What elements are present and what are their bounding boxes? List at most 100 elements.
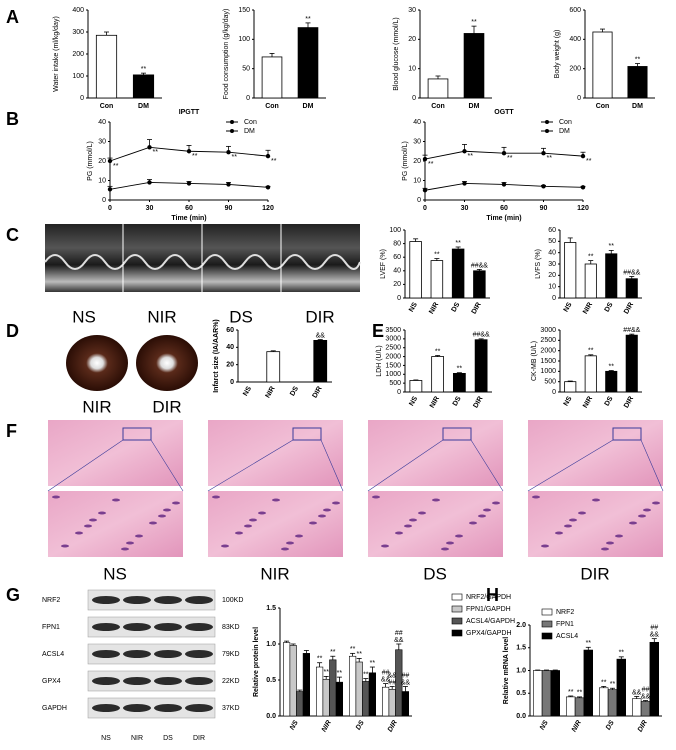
- y-tick-label: 50: [242, 66, 250, 73]
- legend-label: DM: [559, 128, 570, 135]
- nucleus: [149, 521, 157, 525]
- nucleus: [212, 495, 220, 499]
- x-tick-label: NS: [408, 395, 419, 407]
- error-bar: [610, 687, 615, 690]
- y-tick-label: 20: [548, 272, 556, 279]
- nucleus: [432, 498, 440, 502]
- panel-label: D: [6, 321, 19, 341]
- nucleus: [469, 521, 477, 525]
- nucleus: [323, 508, 331, 512]
- y-tick-label: 10: [413, 177, 421, 184]
- significance-label: &&: [381, 676, 391, 683]
- point: [265, 153, 271, 159]
- point: [147, 180, 152, 185]
- y-tick-label: 60: [393, 254, 401, 261]
- error-bar: [336, 676, 342, 683]
- y-tick-label: 0: [397, 389, 401, 396]
- nucleus: [126, 541, 134, 545]
- y-tick-label: 400: [72, 7, 84, 14]
- blot-band: [123, 677, 151, 685]
- significance-label: **: [232, 154, 238, 161]
- point: [501, 182, 507, 187]
- bar: [649, 641, 660, 717]
- x-tick-label: DIR: [637, 719, 649, 733]
- nucleus: [446, 541, 454, 545]
- protein-label: GPX4: [42, 678, 61, 685]
- protein-label: NRF2: [42, 597, 60, 604]
- blot-strip: [87, 697, 216, 719]
- significance-label: ##&&: [473, 332, 490, 339]
- point: [147, 145, 152, 150]
- significance-label: **: [305, 16, 311, 23]
- y-tick-label: 100: [238, 36, 250, 43]
- y-tick-label: 0.0: [266, 713, 276, 720]
- error-bar: [402, 686, 408, 692]
- point: [462, 181, 467, 186]
- blot-band: [123, 704, 151, 712]
- significance-label: **: [317, 656, 323, 663]
- error-bar: [297, 689, 303, 692]
- y-tick-label: 100: [389, 227, 401, 234]
- y-tick-label: 40: [413, 119, 421, 126]
- nucleus: [615, 534, 623, 538]
- significance-label: ##: [402, 672, 410, 679]
- significance-label: ##&&: [623, 269, 640, 276]
- error-bar: [568, 695, 574, 697]
- error-bar: [478, 338, 484, 340]
- x-tick-label: 30: [461, 205, 469, 212]
- nucleus: [61, 544, 69, 548]
- panel-label: H: [486, 585, 499, 605]
- y-tick-label: 1000: [385, 371, 401, 378]
- nucleus: [286, 541, 294, 545]
- nucleus: [249, 518, 257, 522]
- y-tick-label: 30: [548, 261, 556, 268]
- y-tick-label: 40: [393, 268, 401, 275]
- zoom-line: [367, 439, 444, 492]
- error-bar: [350, 652, 356, 657]
- x-tick-label: DIR: [472, 395, 484, 409]
- y-tick-label: 20: [393, 281, 401, 288]
- chart-title: OGTT: [494, 109, 514, 116]
- significance-label: **: [153, 149, 159, 156]
- bar: [564, 381, 577, 393]
- error-bar: [434, 258, 440, 261]
- x-axis-label: Time (min): [486, 215, 521, 222]
- significance-label: &&: [394, 637, 404, 644]
- y-tick-label: 40: [226, 344, 234, 351]
- histology-zoom: [528, 491, 663, 557]
- bar: [381, 686, 390, 717]
- x-tick-label: 90: [225, 205, 233, 212]
- legend-swatch: [451, 593, 463, 601]
- blot-band: [185, 677, 213, 685]
- y-tick-label: 3500: [385, 327, 401, 334]
- y-tick-label: 600: [569, 7, 581, 14]
- error-bar: [104, 31, 109, 36]
- bar: [427, 78, 449, 99]
- bar: [598, 687, 609, 717]
- nucleus: [478, 514, 486, 518]
- y-axis-label: Infarct size (IA/AAR%): [213, 319, 220, 393]
- nucleus: [601, 547, 609, 551]
- histology-images: NS NIR DS DIR: [47, 420, 664, 583]
- point: [501, 151, 507, 156]
- error-bar: [413, 238, 419, 242]
- lane-label: DIR: [193, 735, 205, 742]
- bar: [451, 248, 465, 299]
- x-tick-label: DIR: [387, 719, 399, 733]
- y-tick-label: 20: [226, 362, 234, 369]
- point: [186, 181, 192, 186]
- bar: [640, 701, 651, 717]
- bar: [266, 351, 281, 383]
- blot-band: [92, 650, 120, 658]
- bar: [282, 642, 291, 717]
- nucleus: [569, 518, 577, 522]
- nucleus: [652, 501, 660, 505]
- y-axis-label: Relative mRNA level: [503, 637, 510, 704]
- x-tick-label: NIR: [428, 301, 440, 315]
- legend-marker: [230, 120, 234, 124]
- bar: [583, 649, 594, 717]
- x-tick-label: DS: [604, 395, 615, 407]
- error-bar: [601, 686, 607, 688]
- x-tick-label: 0: [423, 205, 427, 212]
